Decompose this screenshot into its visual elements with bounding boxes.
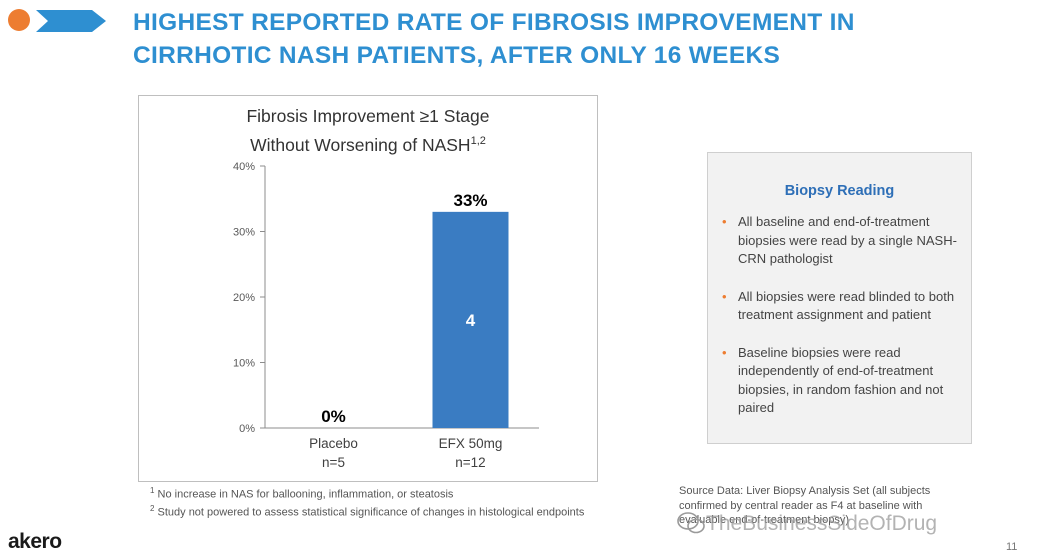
orange-dot-icon <box>8 9 30 31</box>
x-category-label: EFX 50mg <box>439 436 503 451</box>
footnote-2: 2 Study not powered to assess statistica… <box>150 502 600 520</box>
source-line3: evaluable end-of-treatment biopsy) <box>679 514 849 526</box>
x-category-sublabel: n=12 <box>455 455 485 470</box>
bullet-dot-icon: • <box>722 214 727 229</box>
footnote-text: No increase in NAS for ballooning, infla… <box>154 488 454 501</box>
chart-panel: Fibrosis Improvement ≥1 Stage Without Wo… <box>138 95 598 482</box>
info-bullet-list: • All baseline and end-of-treatment biops… <box>722 213 962 437</box>
slide-title-line1: HIGHEST REPORTED RATE OF FIBROSIS IMPROV… <box>133 9 855 36</box>
info-heading: Biopsy Reading <box>784 183 895 199</box>
y-tick-label: 40% <box>233 161 255 173</box>
y-tick-label: 20% <box>233 292 255 304</box>
bar-value-label: 33% <box>453 191 487 210</box>
x-category-sublabel: n=5 <box>322 455 345 470</box>
biopsy-reading-panel: Biopsy Reading • All baseline and end-of-… <box>707 152 972 444</box>
info-bullet-text: Baseline biopsies were read independentl… <box>738 344 944 416</box>
slide-title: HIGHEST REPORTED RATE OF FIBROSIS IMPROV… <box>133 6 1013 72</box>
info-bullet-3: • Baseline biopsies were read independent… <box>722 344 962 418</box>
info-bullet-text: All baseline and end-of-treatment biopsi… <box>738 214 957 266</box>
footnote-mark: 1 <box>150 486 155 495</box>
source-line2: confirmed by central reader as F4 at bas… <box>679 499 923 512</box>
info-bullet-2: • All biopsies were read blinded to both … <box>722 288 962 325</box>
info-bullet-1: • All baseline and end-of-treatment biops… <box>722 213 962 269</box>
y-tick-label: 10% <box>233 358 255 370</box>
watermark: TheBusinessSideOfDrug <box>706 512 938 535</box>
footnote-mark: 2 <box>150 504 155 514</box>
bar-2 <box>432 211 509 428</box>
bar-chart: 0% 10% 20% 30% 40% 0% Placebo n=5 33% 4 EFX 50mg n=… <box>233 161 539 470</box>
bullet-dot-icon: • <box>722 344 727 360</box>
wechat-icon <box>676 510 706 541</box>
chart-title: Fibrosis Improvement ≥1 Stage Without Wo… <box>139 104 597 158</box>
bullet-dot-icon: • <box>722 288 727 304</box>
footnote-text: Study not powered to assess statistical … <box>154 506 585 519</box>
footnote-1: 1 No increase in NAS for ballooning, inf… <box>150 484 600 502</box>
page-number: 11 <box>1006 541 1018 553</box>
source-line1: Source Data: Liver Biopsy Analysis Set (… <box>679 485 931 497</box>
akero-logo: akero <box>8 530 62 553</box>
y-tick-label: 0% <box>239 423 255 435</box>
slide-title-line2: CIRRHOTIC NASH PATIENTS, AFTER ONLY 16 W… <box>133 42 781 69</box>
chart-title-sup: 1,2 <box>470 135 486 147</box>
chart-title-line2-text: Without Worsening of NASH <box>250 134 471 155</box>
bar-inner-label: 4 <box>466 311 476 330</box>
x-category-label: Placebo <box>309 436 358 451</box>
chart-title-line2: Without Worsening of NASH1,2 <box>139 129 597 158</box>
bar-value-label: 0% <box>321 407 346 426</box>
footnotes: 1 No increase in NAS for ballooning, inf… <box>150 484 600 520</box>
info-bullet-text: All biopsies were read blinded to both t… <box>738 288 955 323</box>
source-note: Source Data: Liver Biopsy Analysis Set (… <box>679 484 979 528</box>
y-tick-label: 30% <box>233 227 255 239</box>
chart-title-line1: Fibrosis Improvement ≥1 Stage <box>246 106 490 126</box>
